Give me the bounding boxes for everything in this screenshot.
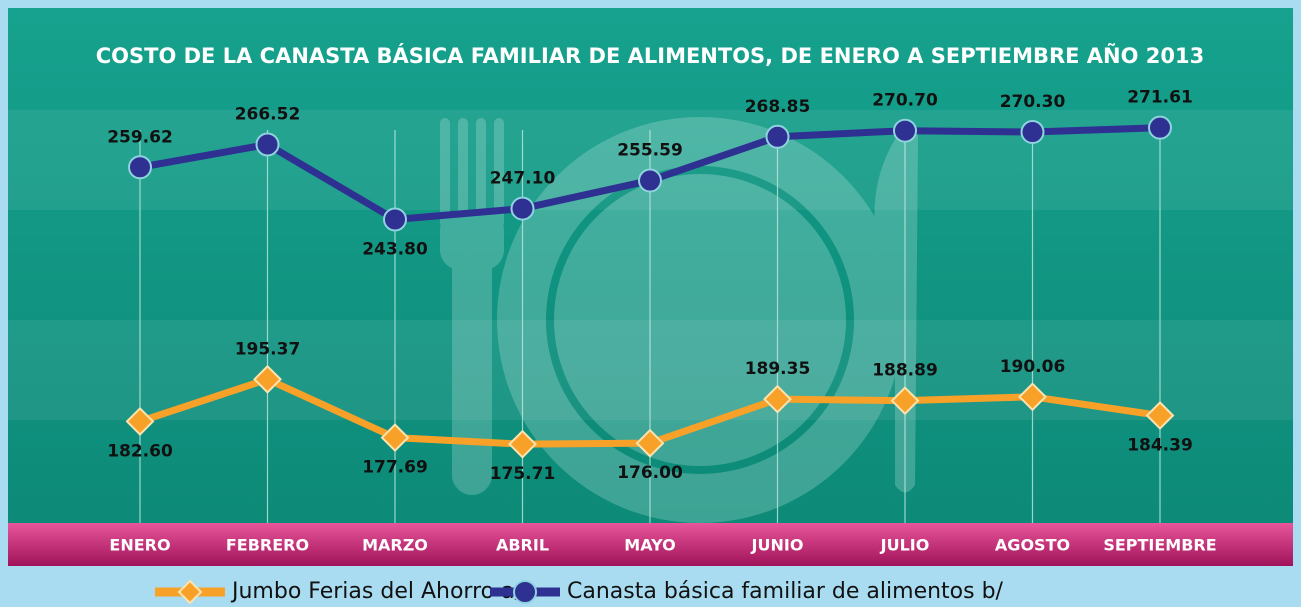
point [763,384,792,414]
data-label: 243.80 [362,239,428,259]
data-label: 259.62 [107,127,173,147]
x-tick-label: AGOSTO [995,536,1070,555]
data-label: 184.39 [1127,436,1193,456]
point [1148,115,1172,140]
data-label: 270.30 [1000,92,1066,112]
point [253,364,282,394]
data-label: 247.10 [490,169,556,189]
point [125,407,155,436]
point [255,132,280,157]
x-tick-label: SEPTIEMBRE [1103,536,1216,555]
data-label: 268.85 [745,97,811,117]
data-label: 266.52 [235,104,301,124]
legend-marker [177,579,203,605]
data-label: 270.70 [872,91,938,111]
point [765,124,790,149]
point [380,423,410,453]
point [510,196,535,221]
data-label: 175.71 [490,464,556,484]
point [635,428,665,458]
point [508,429,537,459]
data-label: 255.59 [617,141,683,161]
data-label: 188.89 [872,361,938,381]
point [890,386,920,416]
x-tick-label: JUNIO [751,536,804,555]
data-label: 190.06 [1000,357,1066,377]
x-tick-label: MARZO [362,536,428,555]
data-label: 182.60 [107,441,173,461]
data-label: 195.37 [235,339,301,359]
legend-label: Jumbo Ferias del Ahorro a/ [230,579,523,604]
legend: Jumbo Ferias del Ahorro a/ Canasta básic… [155,579,1004,605]
x-tick-label: FEBRERO [226,536,309,555]
x-tick-label: JULIO [880,536,930,555]
legend-label: Canasta básica familiar de alimentos b/ [567,579,1004,604]
data-label: 176.00 [617,463,683,483]
point [1018,382,1047,412]
point [383,207,407,232]
point [893,118,917,143]
x-tick-label: ENERO [109,536,170,555]
point [1145,401,1175,430]
x-axis-band [8,523,1293,566]
chart-title: COSTO DE LA CANASTA BÁSICA FAMILIAR DE A… [96,43,1205,68]
point [128,155,152,180]
point [1020,120,1045,145]
point [638,168,662,193]
legend-marker [513,580,537,604]
x-tick-label: ABRIL [496,536,549,555]
x-tick-label: MAYO [624,536,675,555]
data-label: 189.35 [745,359,811,379]
data-label: 177.69 [362,458,428,478]
data-label: 271.61 [1127,88,1193,108]
